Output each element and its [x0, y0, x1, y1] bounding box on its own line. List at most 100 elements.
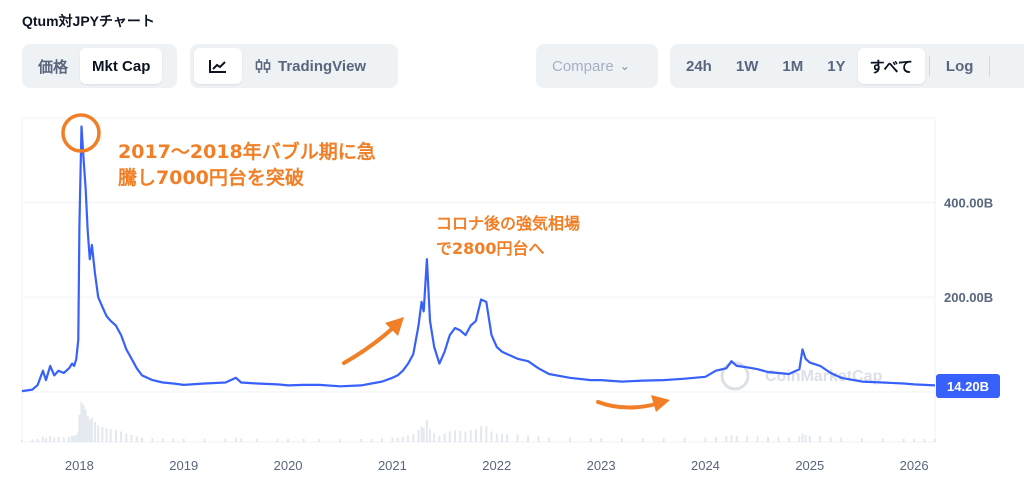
volume-bar	[401, 436, 404, 442]
volume-bar	[417, 430, 420, 442]
volume-bar	[433, 433, 436, 442]
volume-bar	[798, 436, 801, 442]
volume-bar	[804, 435, 807, 442]
x-tick-label: 2018	[65, 458, 94, 473]
y-axis: 200.00B 400.00B	[944, 195, 993, 305]
volume-bar	[370, 438, 373, 442]
chart-title: Qtum対JPYチャート	[22, 13, 155, 29]
annotation-second-line2: で2800円台へ	[436, 239, 545, 258]
volume-bar	[480, 426, 483, 442]
volume-bar	[459, 430, 462, 442]
range-all[interactable]: すべて	[857, 48, 925, 84]
compare-dropdown[interactable]: Compare ⌄	[536, 44, 658, 88]
volume-bar	[130, 435, 133, 442]
candlestick-icon	[255, 59, 271, 73]
volume-bar	[391, 437, 394, 442]
volume-bar	[94, 422, 97, 442]
volume-bars	[21, 402, 936, 442]
volume-bar	[80, 402, 83, 442]
volume-bar	[82, 405, 85, 442]
volume-bar	[819, 436, 822, 442]
x-tick-label: 2020	[274, 458, 303, 473]
volume-bar	[428, 429, 431, 442]
chart-toolbar: 価格 Mkt Cap TradingView Compare ⌄ 24h 1W	[0, 44, 1024, 88]
volume-bar	[318, 438, 321, 442]
line-chart-button[interactable]	[194, 48, 242, 84]
volume-bar	[735, 436, 738, 442]
volume-bar	[438, 435, 441, 442]
volume-bar	[224, 438, 227, 442]
volume-bar	[396, 437, 399, 442]
volume-bar	[568, 437, 571, 442]
volume-bar	[547, 437, 550, 442]
volume-bar	[454, 430, 457, 442]
volume-bar	[109, 429, 112, 442]
volume-bar	[464, 431, 467, 442]
volume-bar	[84, 409, 87, 442]
volume-bar	[105, 428, 108, 442]
x-axis: 2018 2019 2020 2021 2022 2023 2024 2025 2026	[65, 458, 929, 473]
volume-bar	[490, 431, 493, 442]
current-value-label: 14.20B	[947, 379, 989, 394]
volume-bar	[407, 435, 410, 442]
range-switch: 24h 1W 1M 1Y すべて Log	[670, 44, 1024, 88]
volume-bar	[469, 430, 472, 442]
volume-bar	[90, 417, 93, 442]
volume-bar	[77, 432, 80, 442]
volume-bar	[420, 426, 423, 442]
volume-bar	[135, 436, 138, 442]
volume-bar	[276, 438, 279, 442]
volume-bar	[412, 434, 415, 442]
volume-bar	[746, 436, 749, 442]
tab-market-cap[interactable]: Mkt Cap	[80, 48, 163, 84]
annotation-peak-line2: 騰し7000円台を突破	[117, 166, 304, 189]
volume-bar	[339, 439, 342, 442]
volume-bar	[172, 438, 175, 442]
volume-bar	[913, 438, 916, 442]
volume-bar	[934, 439, 936, 442]
x-tick-label: 2026	[900, 458, 929, 473]
volume-bar	[67, 436, 70, 442]
annotation-second-line1: コロナ後の強気相場	[436, 214, 580, 233]
volume-bar	[923, 438, 926, 442]
peak-highlight-circle	[61, 113, 101, 153]
volume-bar	[725, 436, 728, 442]
range-1w[interactable]: 1W	[735, 57, 759, 75]
volume-bar	[840, 437, 843, 442]
volume-bar	[234, 437, 237, 442]
log-scale-toggle[interactable]: Log	[945, 57, 974, 75]
range-24h[interactable]: 24h	[686, 57, 712, 75]
arrow-right-icon	[596, 395, 670, 412]
chart-type-switch: TradingView	[190, 44, 398, 88]
y-tick-label: 400.00B	[944, 195, 993, 210]
volume-bar	[88, 420, 91, 442]
volume-bar	[881, 438, 884, 442]
volume-bar	[380, 438, 383, 442]
volume-bar	[777, 437, 780, 442]
compare-label: Compare	[552, 57, 614, 75]
volume-bar	[44, 438, 47, 442]
tradingview-button[interactable]: TradingView	[242, 48, 378, 84]
volume-bar	[829, 437, 832, 442]
volume-bar	[287, 439, 290, 442]
tab-price[interactable]: 価格	[38, 58, 69, 76]
volume-bar	[474, 429, 477, 442]
volume-bar	[203, 438, 206, 442]
volume-bar	[506, 434, 509, 442]
volume-bar	[704, 437, 707, 442]
volume-bar	[683, 438, 686, 442]
volume-bar	[86, 415, 89, 442]
volume-bar	[808, 435, 811, 442]
range-1m[interactable]: 1M	[782, 57, 804, 75]
current-value-badge: 14.20B	[936, 374, 1000, 398]
range-1y[interactable]: 1Y	[827, 57, 846, 75]
volume-bar	[114, 430, 117, 442]
x-tick-label: 2019	[169, 458, 198, 473]
volume-bar	[641, 438, 644, 442]
volume-bar	[49, 436, 52, 442]
compare-button[interactable]: Compare ⌄	[540, 48, 642, 84]
volume-bar	[151, 438, 154, 442]
volume-bar	[787, 437, 790, 442]
volume-bar	[21, 439, 23, 442]
